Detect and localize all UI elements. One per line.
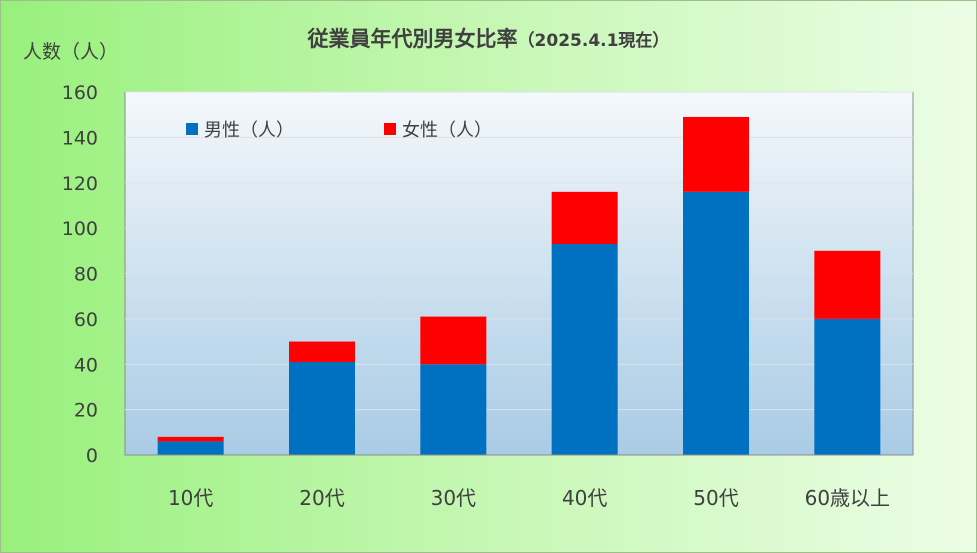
legend-label: 男性（人） xyxy=(204,120,294,141)
bar-segment xyxy=(289,361,355,455)
x-tick-label: 50代 xyxy=(693,486,738,510)
y-tick-label: 100 xyxy=(62,218,98,240)
y-tick-label: 160 xyxy=(62,82,98,104)
x-tick-label: 30代 xyxy=(431,486,476,510)
legend-swatch xyxy=(186,123,198,135)
legend-label: 女性（人） xyxy=(402,120,492,141)
y-tick-label: 0 xyxy=(86,445,98,467)
x-tick-label: 20代 xyxy=(299,486,344,510)
y-tick-label: 120 xyxy=(62,173,98,195)
bar-segment xyxy=(683,116,749,192)
y-tick-label: 60 xyxy=(74,309,98,331)
x-tick-label: 40代 xyxy=(562,486,607,510)
bar-segment xyxy=(157,436,224,442)
y-tick-label: 140 xyxy=(62,127,98,149)
legend-swatch xyxy=(384,123,396,135)
chart-title-main: 従業員年代別男女比率 xyxy=(307,27,518,51)
chart-subtitle: （2025.4.1現在） xyxy=(517,31,670,51)
bar-segment xyxy=(420,364,487,455)
y-tick-label: 40 xyxy=(74,354,98,376)
y-axis-label: 人数（人） xyxy=(23,41,119,63)
y-tick-label: 80 xyxy=(74,264,98,286)
bar-segment xyxy=(289,341,355,362)
bar-segment xyxy=(420,316,487,365)
bar-segment xyxy=(683,191,749,455)
bar-segment xyxy=(157,441,224,455)
bar-segment xyxy=(551,244,618,455)
bar-segment xyxy=(814,318,881,455)
bar-segment xyxy=(814,250,881,319)
x-tick-label: 60歳以上 xyxy=(805,486,890,510)
x-tick-label: 10代 xyxy=(168,486,213,510)
y-tick-label: 20 xyxy=(74,400,98,422)
bar-segment xyxy=(551,191,618,245)
chart-title: 従業員年代別男女比率（2025.4.1現在） xyxy=(1,23,976,53)
